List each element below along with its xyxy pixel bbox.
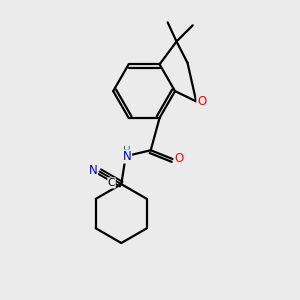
Text: N: N	[89, 164, 98, 177]
Text: O: O	[197, 95, 206, 108]
Text: C: C	[108, 178, 115, 188]
Text: O: O	[174, 152, 183, 165]
Text: N: N	[123, 150, 132, 163]
Text: H: H	[123, 146, 131, 156]
